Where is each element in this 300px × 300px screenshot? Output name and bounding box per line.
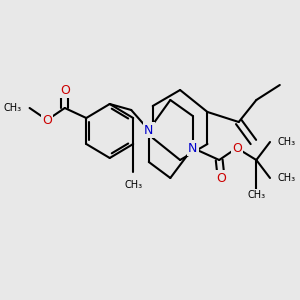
- Text: CH₃: CH₃: [278, 137, 296, 147]
- Text: CH₃: CH₃: [4, 103, 22, 113]
- Text: CH₃: CH₃: [278, 173, 296, 183]
- Text: O: O: [60, 83, 70, 97]
- Text: O: O: [42, 113, 52, 127]
- Text: O: O: [232, 142, 242, 154]
- Text: O: O: [216, 172, 226, 184]
- Text: N: N: [144, 124, 154, 136]
- Text: CH₃: CH₃: [124, 180, 142, 190]
- Text: N: N: [188, 142, 197, 154]
- Text: CH₃: CH₃: [247, 190, 266, 200]
